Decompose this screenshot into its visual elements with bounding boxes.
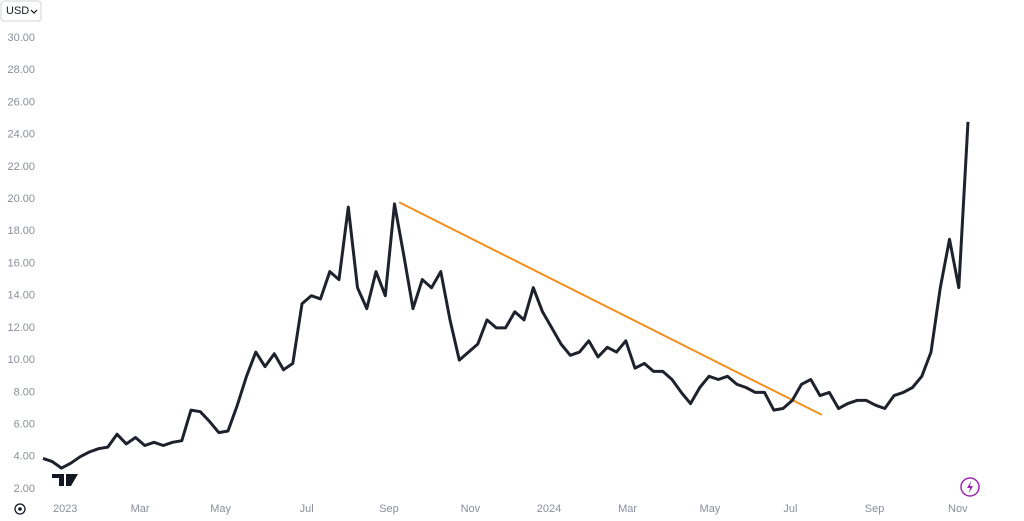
x-tick-label: Nov bbox=[461, 503, 481, 515]
trend-line bbox=[398, 201, 823, 416]
y-tick-label: 12.00 bbox=[7, 322, 35, 334]
x-tick-label: 2023 bbox=[53, 503, 77, 515]
y-tick-label: 28.00 bbox=[7, 64, 35, 76]
y-tick-label: 14.00 bbox=[7, 290, 35, 302]
currency-label[interactable]: USD bbox=[6, 5, 29, 17]
x-tick-label: Sep bbox=[379, 503, 399, 515]
dropdown-caret[interactable] bbox=[30, 9, 38, 14]
x-tick-label: Jul bbox=[300, 503, 314, 515]
x-tick-label: Jul bbox=[783, 503, 797, 515]
x-tick-label: 2024 bbox=[537, 503, 561, 515]
gear-inner[interactable] bbox=[18, 507, 22, 511]
y-tick-label: 16.00 bbox=[7, 257, 35, 269]
gear-outer[interactable] bbox=[14, 503, 26, 515]
x-tick-label: Mar bbox=[131, 503, 150, 515]
y-tick-label: 2.00 bbox=[14, 483, 35, 495]
y-tick-label: 6.00 bbox=[14, 418, 35, 430]
currency-selector[interactable]: USD bbox=[0, 0, 42, 22]
lightning-icon[interactable] bbox=[960, 477, 980, 497]
price-line bbox=[42, 121, 970, 470]
lightning-bolt[interactable] bbox=[967, 481, 973, 493]
y-tick-label: 26.00 bbox=[7, 96, 35, 108]
logo-t bbox=[52, 474, 64, 486]
y-tick-label: 22.00 bbox=[7, 161, 35, 173]
y-tick-label: 20.00 bbox=[7, 193, 35, 205]
y-tick-label: 24.00 bbox=[7, 129, 35, 141]
x-tick-label: Sep bbox=[865, 503, 885, 515]
y-tick-label: 8.00 bbox=[14, 386, 35, 398]
y-tick-label: 10.00 bbox=[7, 354, 35, 366]
x-tick-label: Nov bbox=[948, 503, 968, 515]
x-tick-label: Mar bbox=[618, 503, 637, 515]
settings-icon[interactable] bbox=[14, 503, 26, 515]
selector-box[interactable] bbox=[0, 0, 42, 22]
x-tick-label: May bbox=[210, 503, 231, 515]
y-tick-label: 18.00 bbox=[7, 225, 35, 237]
lightning-circle[interactable] bbox=[960, 477, 980, 497]
x-tick-label: May bbox=[700, 503, 721, 515]
tv-logo bbox=[52, 474, 78, 486]
y-tick-label: 30.00 bbox=[7, 32, 35, 44]
logo-v bbox=[66, 474, 78, 486]
y-tick-label: 4.00 bbox=[14, 451, 35, 463]
